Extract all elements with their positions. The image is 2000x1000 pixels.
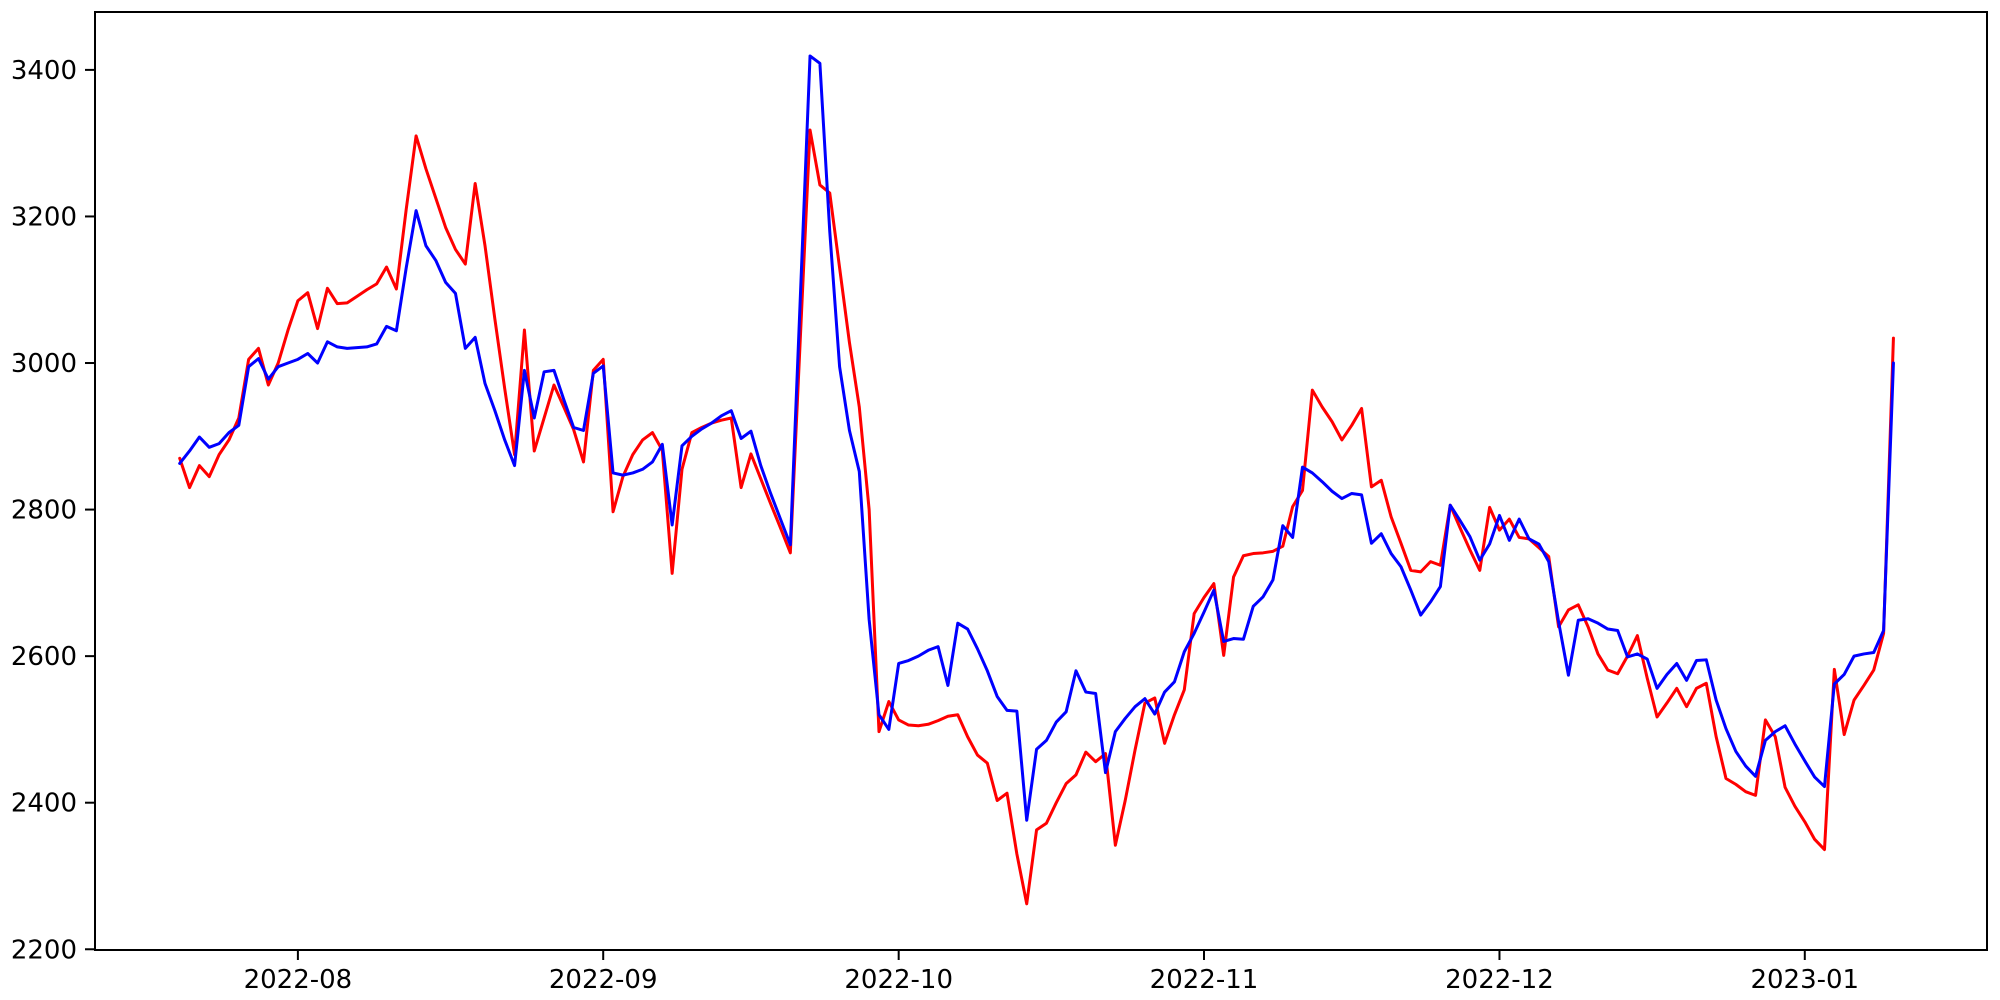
x-tick-label: 2022-08 xyxy=(244,965,353,995)
x-tick-label: 2022-09 xyxy=(549,965,658,995)
x-tick-label: 2022-11 xyxy=(1150,965,1259,995)
y-tick-label: 2400 xyxy=(11,789,77,819)
red-series-line xyxy=(178,128,1895,906)
axis-tick-labels: 2022-08 2022-09 2022-10 2022-11 2022-12 2023-… xyxy=(11,56,1859,995)
blue-series-line xyxy=(178,54,1895,822)
y-tick-label: 2800 xyxy=(11,496,77,526)
plot-frame xyxy=(94,11,1988,951)
x-tick-label: 2023-01 xyxy=(1750,965,1859,995)
y-tick-label: 3200 xyxy=(11,202,77,232)
x-tick-label: 2022-10 xyxy=(844,965,953,995)
y-tick-label: 2600 xyxy=(11,642,77,672)
axis-ticks xyxy=(85,68,1806,960)
y-tick-label: 3000 xyxy=(11,349,77,379)
x-tick-label: 2022-12 xyxy=(1445,965,1554,995)
y-tick-label: 2200 xyxy=(11,935,77,965)
data-series xyxy=(178,54,1895,906)
plot-border xyxy=(94,11,1988,951)
y-tick-label: 3400 xyxy=(11,56,77,86)
